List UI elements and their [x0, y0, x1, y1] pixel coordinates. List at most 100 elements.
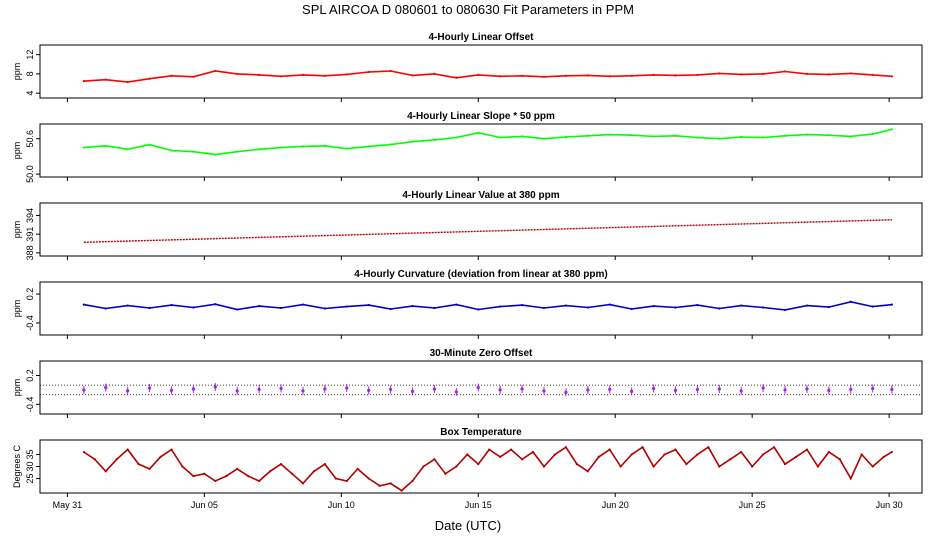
data-point [312, 470, 316, 473]
data-point [170, 74, 173, 77]
data-point [586, 470, 589, 473]
data-point [192, 75, 195, 78]
data-point [236, 308, 239, 311]
data-point [805, 448, 809, 451]
series-line [83, 300, 892, 311]
y-tick-label: 50.6 [25, 130, 35, 148]
data-point [707, 446, 710, 449]
data-point [783, 134, 787, 137]
data-point [126, 148, 129, 151]
data-point [433, 72, 436, 76]
data-point [279, 146, 283, 149]
plot-frame [39, 360, 923, 415]
data-point [301, 73, 305, 76]
data-point [214, 303, 217, 306]
data-point [258, 148, 261, 151]
data-point [433, 306, 436, 310]
data-point [345, 73, 348, 76]
data-point [82, 388, 86, 392]
data-point [586, 74, 589, 77]
data-point [499, 455, 502, 458]
data-point [367, 388, 371, 392]
data-point [345, 305, 348, 308]
data-point [367, 304, 370, 307]
data-point [871, 73, 874, 76]
y-axis-label: ppm [12, 300, 22, 318]
y-tick-label: 0.2 [25, 369, 35, 382]
data-point [389, 307, 392, 311]
data-point [301, 482, 305, 485]
data-point [849, 72, 852, 75]
data-point [816, 465, 820, 468]
data-point [323, 74, 326, 77]
data-point [608, 303, 611, 306]
data-point [192, 475, 195, 478]
data-point [520, 458, 524, 461]
data-point [148, 143, 151, 146]
data-point [849, 387, 853, 392]
series-line [83, 70, 892, 83]
data-point [192, 306, 195, 309]
data-point [871, 465, 874, 468]
data-point [608, 387, 612, 392]
data-point [104, 144, 107, 147]
data-point [93, 458, 96, 461]
series-line [83, 128, 893, 156]
data-point [454, 390, 458, 394]
data-point [225, 475, 228, 478]
data-point [652, 465, 655, 468]
data-point [236, 72, 239, 76]
data-point [411, 74, 414, 77]
data-point [192, 150, 195, 153]
data-point [279, 386, 283, 391]
data-point [890, 387, 894, 392]
data-point [389, 143, 392, 146]
data-point [191, 387, 195, 391]
data-point [477, 131, 480, 134]
data-point [520, 135, 524, 138]
data-point [367, 477, 370, 480]
data-point [170, 304, 173, 307]
data-point [542, 465, 546, 468]
data-point [827, 450, 830, 454]
data-point [751, 465, 754, 468]
data-point [268, 470, 272, 473]
x-tick-label: Jun 10 [328, 500, 355, 510]
x-tick-label: Jun 20 [602, 500, 629, 510]
data-point [455, 303, 458, 306]
data-point [849, 135, 852, 138]
data-point [236, 150, 239, 153]
data-point [170, 149, 173, 152]
y-tick-label: 12 [25, 50, 35, 60]
data-point [575, 462, 578, 466]
data-point [860, 453, 863, 456]
data-point [411, 140, 414, 143]
y-tick-label: 35 [25, 449, 35, 459]
x-tick-label: Jun 30 [876, 500, 903, 510]
x-tick-label: May 31 [53, 500, 83, 510]
data-point [258, 73, 261, 76]
panel-title: 4-Hourly Linear Offset [428, 32, 534, 43]
data-point [739, 389, 743, 393]
data-point [740, 304, 743, 307]
data-point [718, 465, 721, 468]
data-point [674, 74, 677, 77]
data-point [608, 448, 611, 451]
data-point [772, 446, 776, 449]
chart-panel-5: 30-Minute Zero Offset ppm-0.4 0.2 [12, 348, 923, 418]
data-point [432, 387, 437, 391]
data-point [783, 462, 787, 466]
y-tick-label: 30 [25, 461, 35, 471]
data-point [170, 448, 173, 451]
data-point [334, 477, 337, 480]
data-point [488, 448, 491, 451]
data-point [279, 462, 283, 466]
chart-panel-4: 4-Hourly Curvature (deviation from linea… [12, 269, 923, 339]
data-point [104, 470, 107, 473]
data-point [236, 467, 239, 471]
data-point [148, 306, 151, 310]
data-point [597, 455, 600, 458]
data-point [476, 385, 480, 390]
